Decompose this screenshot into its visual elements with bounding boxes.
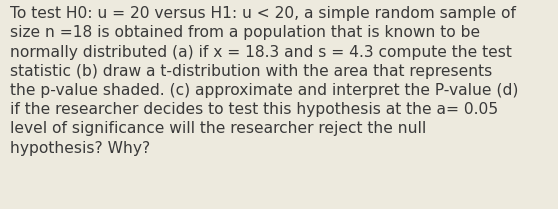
Text: To test H0: u = 20 versus H1: u < 20, a simple random sample of
size n =18 is ob: To test H0: u = 20 versus H1: u < 20, a … [10, 6, 518, 156]
